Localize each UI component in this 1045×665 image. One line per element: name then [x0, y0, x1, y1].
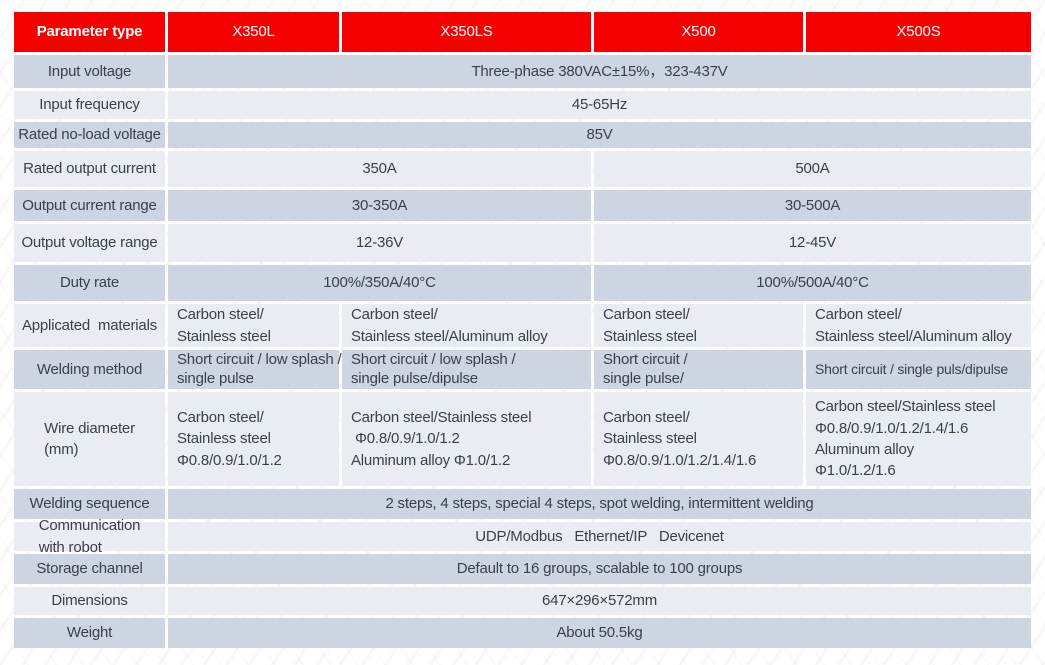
row-label-text: Welding sequence: [29, 495, 150, 513]
cell-welding-method-x500: Short circuit / single pulse/: [594, 350, 803, 389]
cell-wire-diameter-x500s: Carbon steel/Stainless steel Φ0.8/0.9/1.…: [806, 392, 1031, 486]
row-label-communication-with-robot: Communication with robot: [14, 517, 165, 556]
column-header-x500s: X500S: [806, 12, 1031, 52]
row-label-text: Output voltage range: [21, 234, 158, 252]
cell-input-frequency: 45-65Hz: [168, 91, 1031, 119]
row-label-text: Applicated materials: [21, 316, 158, 334]
cell-applicated-materials-x500s: Carbon steel/ Stainless steel/Aluminum a…: [806, 304, 1031, 347]
row-label-text: Input voltage: [47, 62, 132, 80]
row-label-duty-rate: Duty rate: [14, 265, 165, 301]
cell-wire-diameter-x350l: Carbon steel/ Stainless steel Φ0.8/0.9/1…: [168, 392, 339, 486]
row-label-welding-method: Welding method: [14, 350, 165, 389]
cell-welding-method-x350ls: Short circuit / low splash / single puls…: [342, 350, 591, 389]
row-label-text: Duty rate: [59, 274, 120, 292]
cell-communication-with-robot: UDP/Modbus Ethernet/IP Devicenet: [168, 522, 1031, 551]
cell-wire-diameter-x350ls: Carbon steel/Stainless steel Φ0.8/0.9/1.…: [342, 392, 591, 486]
cell-rated-output-current-x500: 500A: [594, 151, 1031, 187]
row-label-text: Output current range: [22, 196, 157, 214]
row-label-input-voltage: Input voltage: [14, 55, 165, 88]
row-label-text: Welding method: [36, 360, 143, 378]
row-label-text: Storage channel: [36, 560, 143, 578]
cell-welding-method-x500s: Short circuit / single puls/dipulse: [806, 350, 1031, 389]
column-header-x350ls: X350LS: [342, 12, 591, 52]
cell-rated-output-current-x350: 350A: [168, 151, 591, 187]
cell-storage-channel: Default to 16 groups, scalable to 100 gr…: [168, 554, 1031, 584]
column-header-parameter-type: Parameter type: [14, 12, 165, 52]
row-label-output-voltage-range: Output voltage range: [14, 224, 165, 262]
cell-weight: About 50.5kg: [168, 618, 1031, 648]
cell-applicated-materials-x350l: Carbon steel/ Stainless steel: [168, 304, 339, 347]
cell-applicated-materials-x350ls: Carbon steel/ Stainless steel/Aluminum a…: [342, 304, 591, 347]
cell-output-voltage-range-x350: 12-36V: [168, 224, 591, 262]
spec-table: Parameter type X350L X350LS X500 X500S I…: [14, 12, 1031, 648]
cell-input-voltage: Three-phase 380VAC±15%，323-437V: [168, 55, 1031, 88]
row-label-rated-no-load-voltage: Rated no-load voltage: [14, 122, 165, 148]
cell-welding-sequence: 2 steps, 4 steps, special 4 steps, spot …: [168, 489, 1031, 519]
row-label-text: Rated no-load voltage: [18, 126, 161, 144]
cell-duty-rate-x350: 100%/350A/40°C: [168, 265, 591, 301]
cell-welding-method-x350l: Short circuit / low splash / single puls…: [168, 350, 342, 389]
cell-dimensions: 647×296×572mm: [168, 587, 1031, 615]
row-label-output-current-range: Output current range: [14, 190, 165, 221]
cell-output-current-range-x500: 30-500A: [594, 190, 1031, 221]
cell-rated-no-load-voltage: 85V: [168, 122, 1031, 148]
row-label-applicated-materials: Applicated materials: [14, 304, 165, 347]
row-label-wire-diameter: Wire diameter (mm): [14, 392, 165, 486]
row-label-text: Rated output current: [23, 160, 156, 178]
row-label-weight: Weight: [14, 618, 165, 648]
cell-output-voltage-range-x500: 12-45V: [594, 224, 1031, 262]
cell-output-current-range-x350: 30-350A: [168, 190, 591, 221]
row-label-storage-channel: Storage channel: [14, 554, 165, 584]
cell-wire-diameter-x500: Carbon steel/ Stainless steel Φ0.8/0.9/1…: [594, 392, 803, 486]
cell-duty-rate-x500: 100%/500A/40°C: [594, 265, 1031, 301]
row-label-text: Weight: [66, 624, 113, 642]
row-label-welding-sequence: Welding sequence: [14, 489, 165, 519]
row-label-text: Input frequency: [39, 96, 140, 114]
row-label-text: Communication with robot: [38, 517, 141, 556]
cell-applicated-materials-x500: Carbon steel/ Stainless steel: [594, 304, 803, 347]
row-label-text: Wire diameter (mm): [44, 419, 135, 458]
row-label-rated-output-current: Rated output current: [14, 151, 165, 187]
row-label-input-frequency: Input frequency: [14, 91, 165, 119]
column-header-x350l: X350L: [168, 12, 339, 52]
row-label-text: Dimensions: [51, 592, 128, 610]
column-header-x500: X500: [594, 12, 803, 52]
row-label-dimensions: Dimensions: [14, 587, 165, 615]
